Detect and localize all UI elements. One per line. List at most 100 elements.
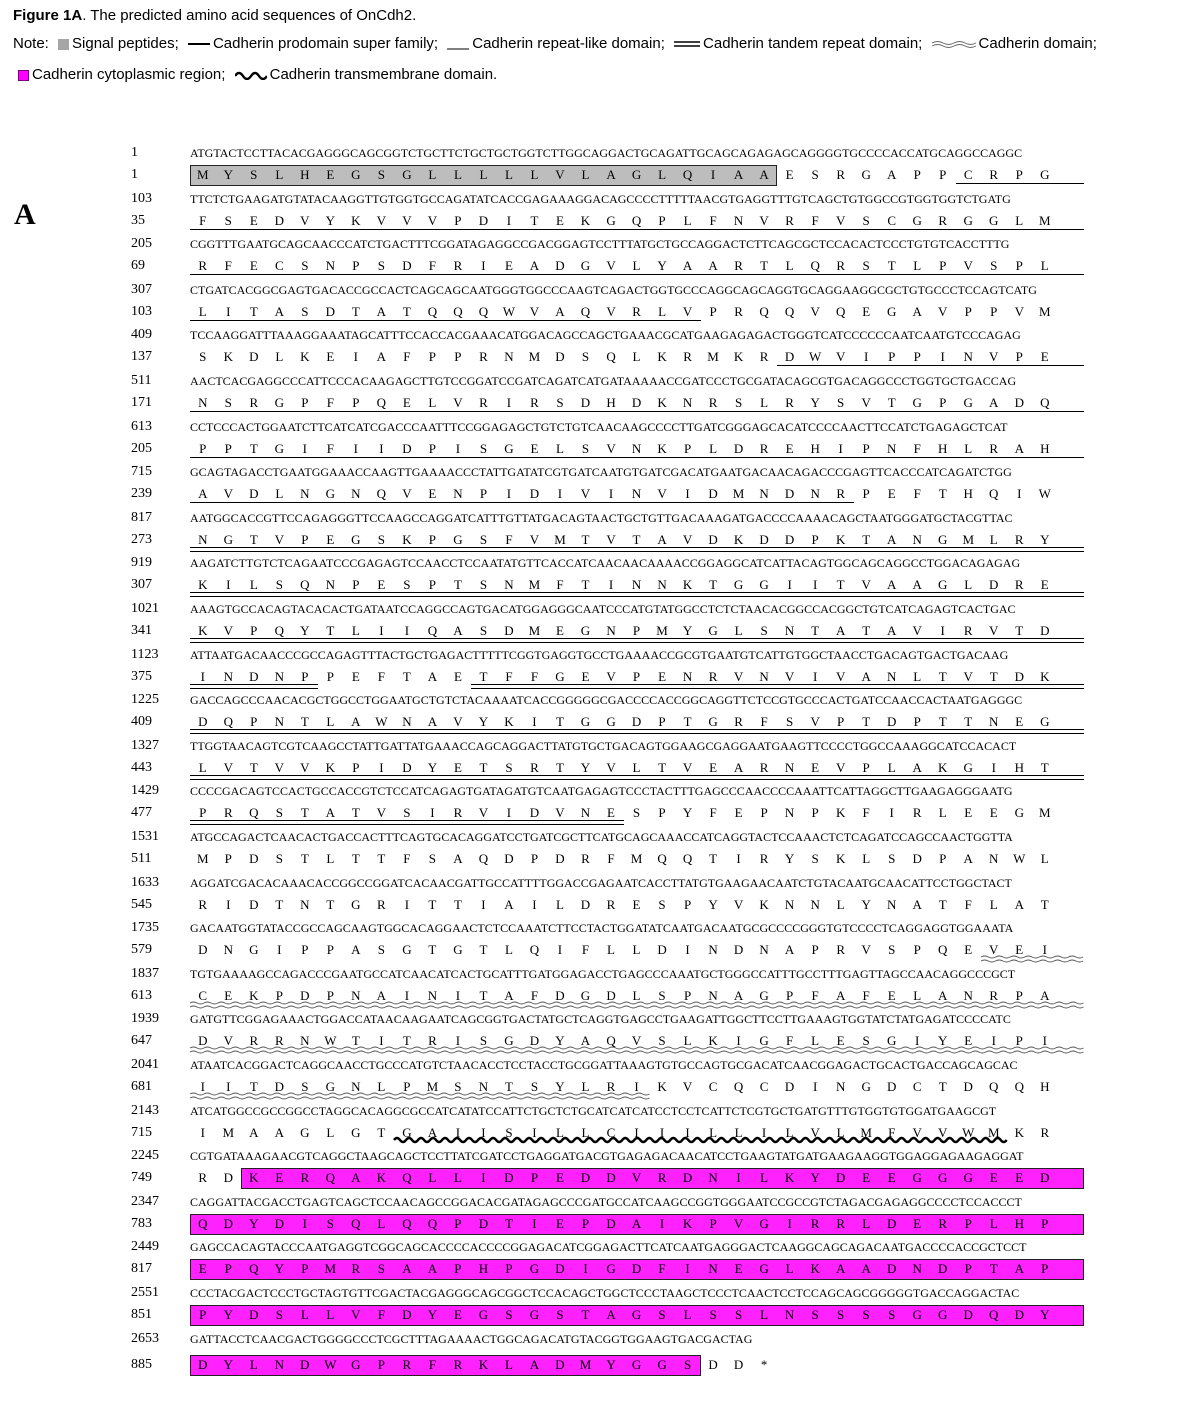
transmembrane-wave: [393, 1136, 1008, 1144]
legend-repeat-like: Cadherin repeat-like domain;: [442, 35, 665, 52]
legend-transmembrane: Cadherin transmembrane domain.: [230, 66, 497, 83]
legend-cadherin-domain: Cadherin domain;: [927, 35, 1097, 52]
gray-box-icon: [58, 38, 70, 50]
aa-position-number: 375: [131, 669, 152, 684]
nt-position-number: 1: [131, 145, 138, 160]
nt-position-number: 2449: [131, 1239, 159, 1254]
nt-position-number: 409: [131, 327, 152, 342]
nucleotide-sequence: AATGGCACCGTTCCAGAGGGTTCCAAGCCAGGATCATTTG…: [190, 511, 1013, 525]
aa-position-number: 885: [131, 1357, 152, 1372]
nucleotide-sequence: ATGTACTCCTTACACGAGGGCAGCGGTCTGCTTCTGCTGC…: [190, 146, 1023, 160]
cadherin-domain-wave: [189, 1046, 1084, 1054]
aa-position-number: 69: [131, 258, 145, 273]
aa-position-number: 239: [131, 486, 152, 501]
aa-position-number: 579: [131, 942, 152, 957]
aa-position-number: 613: [131, 988, 152, 1003]
nucleotide-sequence: TGTGAAAAGCCAGACCCGAATGCCATCAACATCACTGCAT…: [190, 967, 1016, 981]
nt-position-number: 715: [131, 464, 152, 479]
nucleotide-sequence: AAAGTGCCACAGTACACACTGATAATCCAGGCCAGTGACA…: [190, 602, 1016, 616]
nucleotide-sequence: CCCTACGACTCCCTGCTAGTGTTCGACTACGAGGGCAGCG…: [190, 1286, 1020, 1300]
nt-position-number: 2653: [131, 1331, 159, 1346]
figure-title: Figure 1A. The predicted amino acid sequ…: [13, 7, 417, 24]
nucleotide-sequence: GAGCCACAGTACCCAATGAGGTCGGCAGCACCCCACCCCG…: [190, 1240, 1027, 1254]
nt-position-number: 1225: [131, 692, 159, 707]
nucleotide-sequence: GATTACCTCAACGACTGGGGCCCTCGCTTTAGAAAACTGG…: [190, 1332, 753, 1346]
panel-label: A: [14, 198, 36, 231]
legend-signal-peptides: Signal peptides;: [53, 35, 179, 52]
nucleotide-sequence: ATTAATGACAACCCGCCAGAGTTTACTGCTGAGACTTTTT…: [190, 648, 1009, 662]
nucleotide-sequence: TTGGTAACAGTCGTCAAGCCTATTGATTATGAAACCAGCA…: [190, 739, 1017, 753]
cadherin-domain-wave: [189, 1092, 650, 1100]
nucleotide-sequence: TCCAAGGATTTAAAGGAAATAGCATTTCCACCACGAAACA…: [190, 328, 1021, 342]
nt-position-number: 1531: [131, 829, 159, 844]
nucleotide-sequence: TTCTCTGAAGATGTATACAAGGTTGTGGTGCCAGATATCA…: [190, 192, 1011, 206]
nucleotide-sequence: CCTCCCACTGGAATCTTCATCATCGACCCAATTTCCGGAG…: [190, 420, 1008, 434]
nucleotide-sequence: AGGATCGACACAAACACCGGCCGGATCACAACGATTGCCA…: [190, 876, 1012, 890]
nt-position-number: 2143: [131, 1103, 159, 1118]
nucleotide-sequence: CGTGATAAAGAACGTCAGGCTAAGCAGCTCCTTATCGATC…: [190, 1149, 1024, 1163]
aa-position-number: 477: [131, 805, 152, 820]
thick-wave-icon: [234, 71, 267, 81]
nt-position-number: 2347: [131, 1194, 159, 1209]
magenta-box-icon: [18, 69, 29, 81]
nt-position-number: 1633: [131, 875, 159, 890]
thin-line-icon: [447, 48, 470, 50]
aa-position-number: 409: [131, 714, 152, 729]
nt-position-number: 817: [131, 510, 152, 525]
legend-note: Note: Signal peptides; Cadherin prodomai…: [13, 28, 1183, 90]
nt-position-number: 307: [131, 282, 152, 297]
nt-position-number: 1735: [131, 920, 159, 935]
nucleotide-sequence: ATGCCAGACTCAACACTGACCACTTTCAGTGCACAGGATC…: [190, 830, 1013, 844]
nucleotide-sequence: GACCAGCCCAACACGCTGGCCTGGAATGCTGTCTACAAAA…: [190, 693, 1023, 707]
aa-position-number: 851: [131, 1307, 152, 1322]
nucleotide-sequence: GACAATGGTATACCGCCAGCAAGTGGCACAGGAACTCTCC…: [190, 921, 1014, 935]
aa-position-number: 647: [131, 1033, 152, 1048]
aa-position-number: 1: [131, 167, 138, 182]
nt-position-number: 2041: [131, 1057, 159, 1072]
nucleotide-sequence: ATAATCACGGACTCAGGCAACCTGCCCATGTCTAACACCT…: [190, 1058, 1018, 1072]
nt-position-number: 205: [131, 236, 152, 251]
nt-position-number: 919: [131, 555, 152, 570]
nt-position-number: 613: [131, 419, 152, 434]
aa-position-number: 103: [131, 304, 152, 319]
aa-position-number: 681: [131, 1079, 152, 1094]
nt-position-number: 1021: [131, 601, 159, 616]
nt-position-number: 1939: [131, 1011, 159, 1026]
aa-position-number: 341: [131, 623, 152, 638]
nucleotide-sequence: AAGATCTTGTCTCAGAATCCCGAGAGTCCAACCTCCAATA…: [190, 556, 1021, 570]
legend-tandem-repeat: Cadherin tandem repeat domain;: [669, 35, 922, 52]
aa-position-number: 443: [131, 760, 152, 775]
note-label: Note:: [13, 35, 49, 52]
nt-position-number: 1123: [131, 647, 159, 662]
nucleotide-sequence: CAGGATTACGACCTGAGTCAGCTCCAACAGCCGGACACGA…: [190, 1195, 1022, 1209]
double-line-icon: [674, 41, 701, 47]
aa-position-number: 171: [131, 395, 152, 410]
aa-position-number: 137: [131, 349, 152, 364]
aa-position-number: 307: [131, 577, 152, 592]
cadherin-domain-wave: [189, 1001, 1084, 1009]
nucleotide-sequence: ATCATGGCCGCCGGCCTAGGCACAGGCGCCATCATATCCA…: [190, 1104, 997, 1118]
aa-position-number: 783: [131, 1216, 152, 1231]
